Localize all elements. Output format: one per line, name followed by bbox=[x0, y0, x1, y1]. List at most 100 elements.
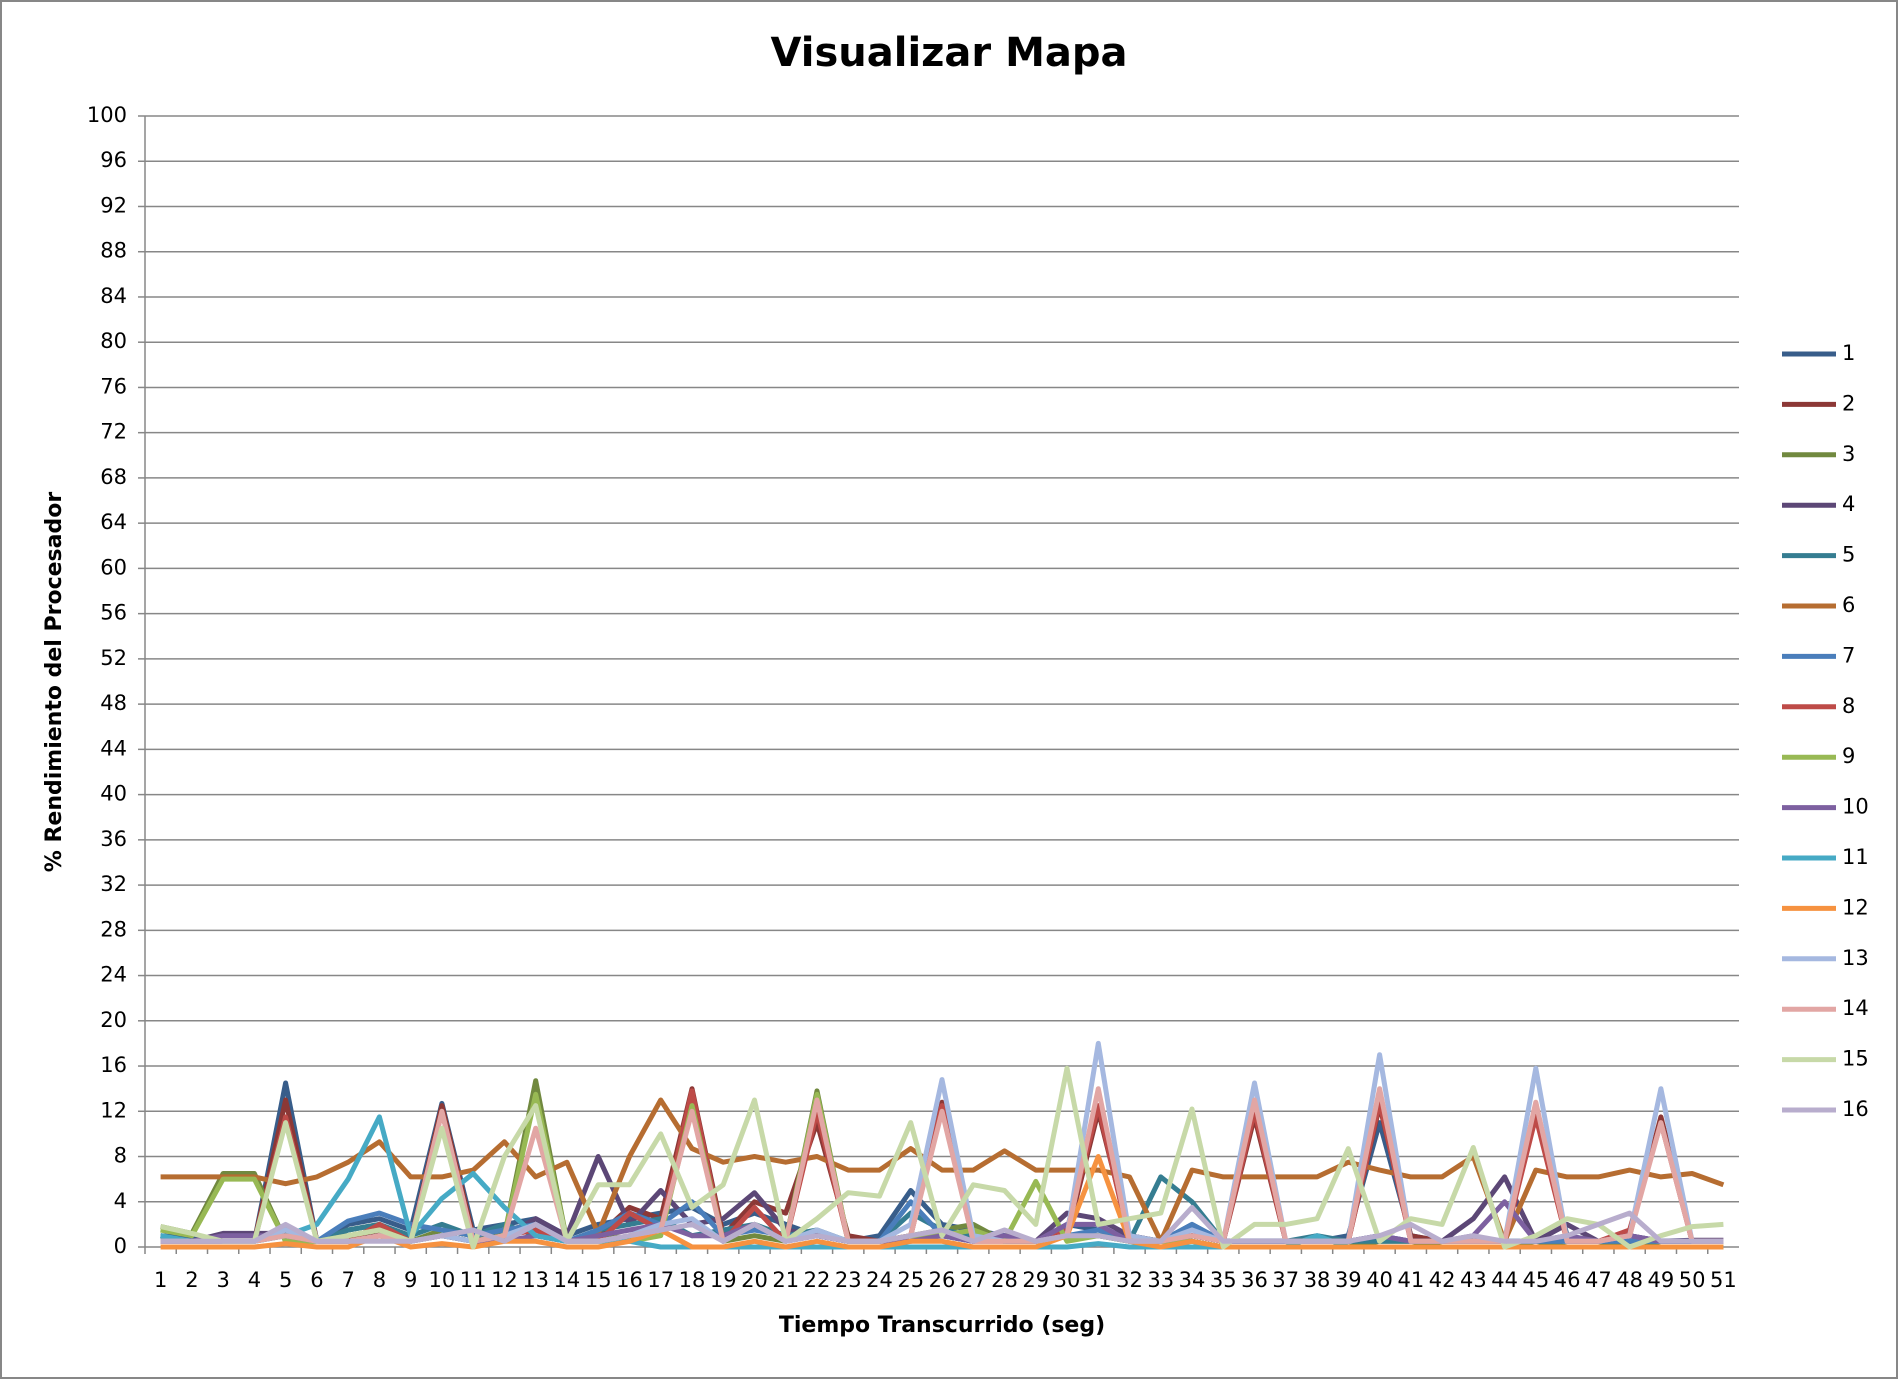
x-tick-label: 25 bbox=[897, 1268, 924, 1292]
legend-label: 15 bbox=[1842, 1047, 1869, 1071]
series-line bbox=[160, 1204, 1724, 1244]
y-tick-label: 24 bbox=[100, 963, 127, 987]
x-tick-label: 47 bbox=[1585, 1268, 1612, 1292]
y-tick-label: 52 bbox=[100, 646, 127, 670]
x-tick-label: 15 bbox=[585, 1268, 612, 1292]
x-tick-label: 3 bbox=[216, 1268, 229, 1292]
y-tick-label: 0 bbox=[114, 1234, 127, 1258]
series-line bbox=[160, 1097, 1725, 1244]
x-tick-label: 41 bbox=[1397, 1268, 1424, 1292]
x-tick-label: 5 bbox=[279, 1268, 292, 1292]
legend-label: 11 bbox=[1842, 845, 1869, 869]
x-tick-label: 26 bbox=[929, 1268, 956, 1292]
chart-title: Visualizar Mapa bbox=[770, 30, 1127, 76]
legend-label: 8 bbox=[1842, 694, 1855, 718]
series-line bbox=[160, 1154, 1724, 1250]
x-tick-label: 39 bbox=[1335, 1268, 1362, 1292]
y-tick-label: 40 bbox=[100, 782, 127, 806]
y-tick-label: 100 bbox=[87, 103, 127, 127]
y-tick-label: 28 bbox=[100, 917, 127, 941]
legend-label: 4 bbox=[1842, 492, 1855, 516]
x-tick-label: 34 bbox=[1179, 1268, 1206, 1292]
y-tick-label: 8 bbox=[114, 1144, 127, 1168]
legend-label: 13 bbox=[1842, 946, 1869, 970]
legend-label: 10 bbox=[1842, 795, 1869, 819]
x-tick-label: 42 bbox=[1429, 1268, 1456, 1292]
x-tick-label: 6 bbox=[310, 1268, 323, 1292]
y-tick-label: 4 bbox=[114, 1189, 127, 1213]
x-tick-label: 27 bbox=[960, 1268, 987, 1292]
y-tick-label: 60 bbox=[100, 555, 127, 579]
x-tick-label: 31 bbox=[1085, 1268, 1112, 1292]
legend-label: 2 bbox=[1842, 391, 1855, 415]
x-tick-label: 10 bbox=[429, 1268, 456, 1292]
x-tick-label: 32 bbox=[1116, 1268, 1143, 1292]
x-tick-label: 40 bbox=[1366, 1268, 1393, 1292]
legend-label: 14 bbox=[1842, 996, 1869, 1020]
y-axis-title: % Rendimiento del Procesador bbox=[42, 492, 67, 873]
y-tick-label: 88 bbox=[100, 239, 127, 263]
y-tick-label: 80 bbox=[100, 329, 127, 353]
x-tick-label: 35 bbox=[1210, 1268, 1237, 1292]
x-tick-label: 36 bbox=[1241, 1268, 1268, 1292]
x-tick-label: 46 bbox=[1554, 1268, 1581, 1292]
x-tick-label: 9 bbox=[404, 1268, 417, 1292]
legend-label: 16 bbox=[1842, 1097, 1869, 1121]
legend-label: 1 bbox=[1842, 341, 1855, 365]
x-tick-label: 50 bbox=[1679, 1268, 1706, 1292]
y-tick-label: 32 bbox=[100, 872, 127, 896]
x-tick-label: 19 bbox=[710, 1268, 737, 1292]
y-tick-label: 36 bbox=[100, 827, 127, 851]
x-tick-label: 24 bbox=[866, 1268, 893, 1292]
y-tick-label: 64 bbox=[100, 510, 127, 534]
x-tick-label: 11 bbox=[460, 1268, 487, 1292]
x-tick-label: 38 bbox=[1304, 1268, 1331, 1292]
x-tick-label: 2 bbox=[185, 1268, 198, 1292]
y-tick-label: 84 bbox=[100, 284, 127, 308]
x-tick-label: 30 bbox=[1054, 1268, 1081, 1292]
legend-label: 3 bbox=[1842, 442, 1855, 466]
legend-label: 5 bbox=[1842, 543, 1855, 567]
x-tick-label: 13 bbox=[522, 1268, 549, 1292]
legend-label: 7 bbox=[1842, 643, 1855, 667]
y-tick-label: 76 bbox=[100, 374, 127, 398]
y-tick-label: 96 bbox=[100, 148, 127, 172]
x-tick-label: 37 bbox=[1272, 1268, 1299, 1292]
x-tick-label: 4 bbox=[248, 1268, 261, 1292]
x-axis-title: Tiempo Transcurrido (seg) bbox=[779, 1313, 1105, 1338]
x-tick-label: 43 bbox=[1460, 1268, 1487, 1292]
x-tick-label: 51 bbox=[1710, 1268, 1737, 1292]
y-tick-label: 92 bbox=[100, 193, 127, 217]
x-tick-label: 1 bbox=[154, 1268, 167, 1292]
x-tick-label: 18 bbox=[679, 1268, 706, 1292]
x-tick-label: 12 bbox=[491, 1268, 518, 1292]
x-tick-label: 7 bbox=[341, 1268, 354, 1292]
x-tick-label: 17 bbox=[647, 1268, 674, 1292]
x-tick-label: 45 bbox=[1522, 1268, 1549, 1292]
y-tick-label: 20 bbox=[100, 1008, 127, 1032]
y-tick-label: 16 bbox=[100, 1053, 127, 1077]
x-tick-label: 33 bbox=[1147, 1268, 1174, 1292]
legend-label: 12 bbox=[1842, 895, 1869, 919]
x-tick-label: 20 bbox=[741, 1268, 768, 1292]
y-tick-label: 68 bbox=[100, 465, 127, 489]
x-tick-label: 29 bbox=[1022, 1268, 1049, 1292]
y-tick-label: 56 bbox=[100, 601, 127, 625]
x-tick-label: 44 bbox=[1491, 1268, 1518, 1292]
legend-label: 6 bbox=[1842, 593, 1855, 617]
y-tick-label: 72 bbox=[100, 420, 127, 444]
x-tick-label: 28 bbox=[991, 1268, 1018, 1292]
x-tick-label: 21 bbox=[772, 1268, 799, 1292]
y-tick-label: 44 bbox=[100, 736, 127, 760]
x-tick-label: 8 bbox=[373, 1268, 386, 1292]
y-tick-label: 12 bbox=[100, 1098, 127, 1122]
x-tick-label: 16 bbox=[616, 1268, 643, 1292]
x-tick-label: 14 bbox=[554, 1268, 581, 1292]
series-line bbox=[160, 1065, 1724, 1250]
y-tick-label: 48 bbox=[100, 691, 127, 715]
x-tick-label: 23 bbox=[835, 1268, 862, 1292]
legend-label: 9 bbox=[1842, 744, 1855, 768]
x-tick-label: 49 bbox=[1647, 1268, 1674, 1292]
x-tick-label: 48 bbox=[1616, 1268, 1643, 1292]
